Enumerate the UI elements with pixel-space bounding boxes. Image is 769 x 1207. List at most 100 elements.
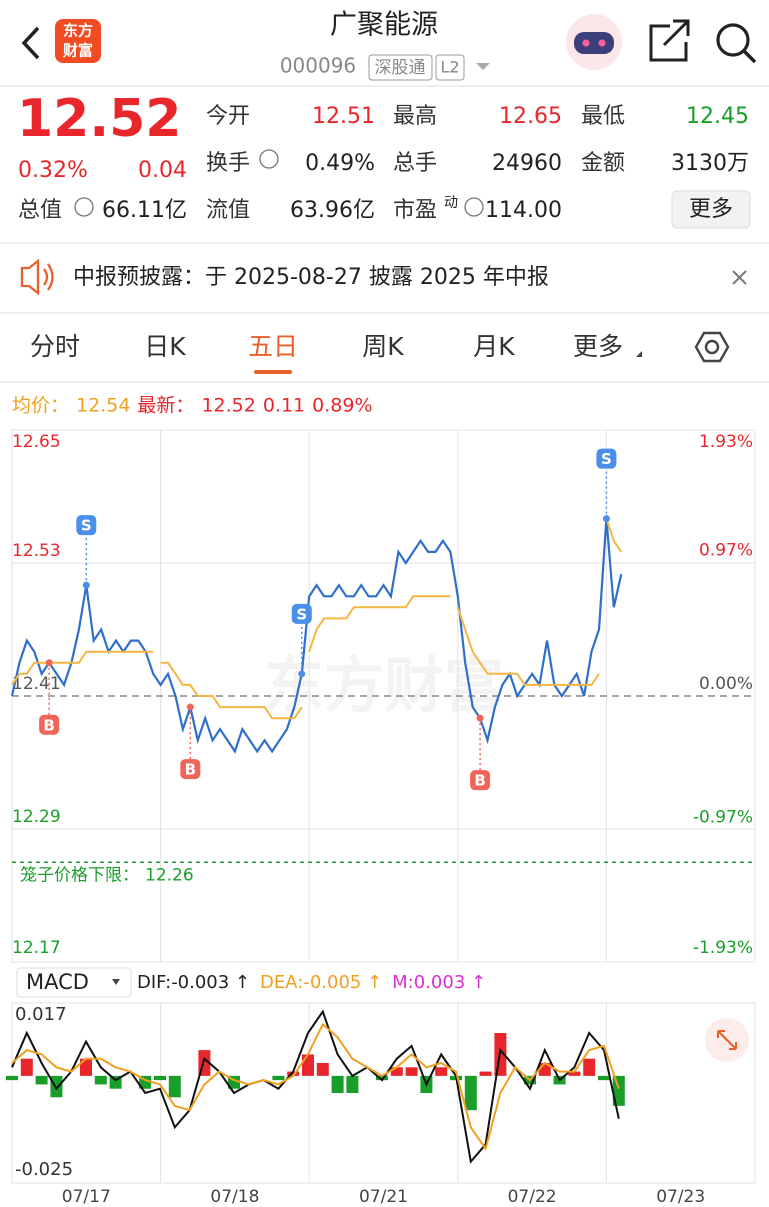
marker-point [82,581,90,589]
change: 0.04 [138,158,187,183]
marker-point [186,703,194,711]
indicator-dropdown [112,979,120,985]
macd-bar [302,1054,314,1076]
field-value: 66.11亿 [102,198,187,223]
legend-label: 最新： [137,395,194,417]
logo[interactable] [55,19,101,63]
field-label: 金额 [581,151,625,176]
macd-bar [331,1075,344,1093]
marker-badge [470,770,491,791]
notice-text[interactable]: 中报预披露：于 2025-08-27 披露 2025 年中报 [73,265,549,290]
marker-point [602,515,610,523]
dea-line [11,1022,620,1152]
stock-code: 000096 [280,54,356,78]
search-button[interactable] [716,23,750,57]
x-tick-label: 07/17 [62,1187,111,1207]
marker-badge [291,603,312,624]
tab[interactable]: 五日 [248,332,298,361]
indicator-name: MACD [26,970,89,994]
field-value: 0.49% [305,151,375,176]
watermark: 东方财富 [264,652,504,722]
field-label: 最低 [581,104,625,129]
avatar-face [574,32,614,54]
tag [368,54,433,81]
indicator-select[interactable] [16,967,132,998]
y2-tick-label: 0.97% [699,540,753,560]
average-line [456,606,600,686]
average-line [308,595,451,653]
macd-bar [6,1075,18,1081]
tab[interactable]: 周K [362,332,404,361]
info-icon[interactable] [259,149,279,169]
info-icon[interactable] [464,197,484,217]
share-button[interactable] [649,19,690,62]
macd-frame [11,1002,756,1184]
close-button[interactable] [732,270,747,285]
logo-text: 财富 [63,42,93,60]
marker-label: S [296,605,307,623]
field-value: 12.51 [312,104,375,129]
dif-line [11,1009,620,1164]
back-button[interactable] [21,26,40,60]
notice-icon [20,258,54,296]
macd-bar [376,1075,388,1081]
more-button[interactable] [671,190,751,229]
dropdown[interactable] [476,63,490,70]
macd-bar [568,1071,581,1076]
legend-value: 0.89% [312,395,372,417]
y-tick-label: 12.41 [12,674,61,694]
macd-bar [154,1075,166,1081]
field-value: 63.96亿 [290,198,375,223]
marker-point [298,670,306,678]
search-handle [742,49,757,64]
marker-label: S [601,450,612,468]
macd-bar [479,1071,492,1076]
marker-label: B [43,716,54,734]
macd-bar [612,1075,625,1106]
last-price: 12.52 [17,89,181,149]
marker-badge [180,759,201,780]
legend-label: 均价： [12,395,69,417]
info-icon[interactable] [74,197,94,217]
marker-label: B [474,772,485,790]
macd-bar [346,1075,359,1093]
tag [435,54,465,81]
field-label: 最高 [393,104,437,129]
x-tick-label: 07/22 [508,1187,557,1207]
field-label: 市盈 [393,198,437,223]
field-label: 总手 [393,151,437,176]
tab[interactable]: 日K [144,332,186,361]
macd-bar [583,1058,596,1076]
marker-badge [596,448,617,469]
y2-tick-label: 0.00% [699,674,753,694]
tag-text: 深股通 [375,58,426,78]
y2-tick-label: 1.93% [699,432,753,452]
settings-button[interactable] [694,331,730,363]
tab[interactable]: 更多 [573,332,623,361]
y2-tick-label: -1.93% [693,938,753,958]
field-label: 流值 [206,198,250,223]
macd-tick-label: 0.017 [15,1004,67,1025]
expand-icon [717,1030,737,1050]
macd-bar [464,1075,477,1111]
macd-bar [50,1075,63,1098]
tab-underline [254,370,292,374]
change-pct: 0.32% [18,158,88,183]
marker-label: S [81,517,92,535]
legend-value: 12.52 [201,395,255,417]
tag-text: L2 [440,58,459,77]
macd-bar [287,1071,300,1076]
macd-bar [272,1075,285,1081]
legend-value: 0.11 [263,395,305,417]
average-line [11,650,154,686]
macd-bar [168,1075,181,1098]
price-line [10,518,623,754]
y-tick-label: 12.17 [12,938,61,958]
marker-point [45,659,53,667]
field-label: 总值 [18,198,62,223]
average-line [160,661,303,720]
average-line [605,518,623,553]
tab[interactable]: 月K [473,332,515,361]
tab[interactable]: 分时 [30,332,80,361]
